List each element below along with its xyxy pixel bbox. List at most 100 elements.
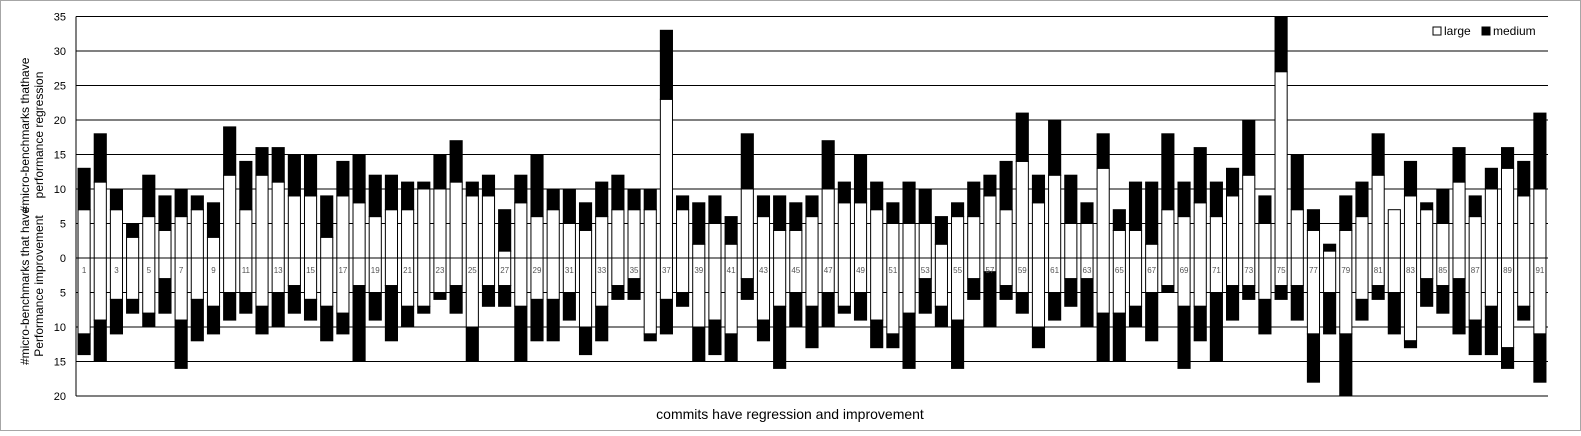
bar-regression-medium-31 [562,188,576,224]
bar-improvement-large-2 [93,257,107,321]
category-label-19: 19 [371,266,380,275]
commit-bar-89 [1500,147,1515,369]
commit-bar-1 [77,167,91,356]
bar-regression-medium-40 [708,195,722,224]
commit-bar-61 [1048,119,1062,321]
commit-bar-53 [918,188,932,314]
bar-improvement-large-34 [611,257,625,287]
bar-regression-medium-37 [659,29,673,100]
bar-regression-medium-24 [449,140,463,183]
bar-improvement-large-44 [773,257,787,307]
bar-improvement-medium-85 [1436,285,1450,314]
commit-bar-83 [1403,160,1418,349]
commit-bar-69 [1177,181,1191,369]
bar-regression-large-72 [1226,195,1240,259]
bar-regression-large-73 [1242,174,1256,259]
commit-bar-77 [1306,209,1321,383]
bar-improvement-medium-58 [999,285,1013,300]
bar-regression-medium-76 [1290,154,1304,211]
bar-improvement-medium-62 [1064,278,1078,307]
commit-bar-90 [1517,160,1531,321]
bar-regression-large-91 [1533,188,1547,259]
bar-improvement-medium-75 [1274,285,1288,300]
bar-regression-medium-91 [1533,112,1547,190]
bars [77,16,1547,397]
bar-regression-large-23 [433,188,447,259]
commit-bar-47 [821,140,835,328]
bar-regression-large-26 [481,195,496,259]
bar-improvement-medium-89 [1500,347,1515,369]
bar-improvement-large-37 [659,257,673,300]
commit-bar-41 [724,216,738,362]
bar-improvement-medium-66 [1128,305,1143,328]
bar-regression-medium-69 [1177,181,1191,218]
commit-bar-3 [109,188,124,335]
bar-regression-large-10 [223,174,237,259]
commit-bar-40 [708,195,722,356]
bar-improvement-large-74 [1258,257,1272,300]
bar-regression-large-90 [1517,195,1531,259]
bar-regression-large-45 [789,229,803,259]
bar-improvement-medium-69 [1177,305,1191,369]
bar-improvement-medium-10 [223,292,237,321]
bar-regression-large-33 [595,216,609,259]
bar-regression-large-71 [1209,216,1223,259]
bar-regression-large-59 [1015,160,1029,259]
commit-bar-36 [643,188,657,342]
y-tick-upper-7: 35 [54,12,66,24]
bar-regression-large-53 [918,223,932,259]
bar-improvement-medium-60 [1031,326,1046,349]
bar-improvement-medium-38 [676,292,690,307]
bar-regression-large-3 [109,209,124,259]
category-label-51: 51 [888,266,897,275]
bar-improvement-large-11 [239,257,253,293]
bar-regression-large-20 [384,209,398,259]
bar-regression-large-49 [853,202,868,259]
commit-bar-85 [1436,188,1450,314]
commit-bar-48 [837,181,851,314]
bar-regression-large-82 [1387,209,1401,259]
category-label-13: 13 [274,266,283,275]
commit-bar-59 [1015,112,1029,314]
category-label-47: 47 [824,266,833,275]
bar-regression-medium-30 [546,188,560,211]
bar-regression-large-77 [1306,229,1321,259]
commit-bar-15 [303,154,318,321]
bar-regression-medium-88 [1484,167,1498,190]
bar-regression-medium-2 [93,133,107,183]
bar-regression-medium-6 [158,195,172,231]
bar-regression-medium-13 [271,147,285,183]
bar-regression-large-47 [821,188,835,259]
commit-bar-13 [271,147,285,328]
bar-improvement-medium-49 [853,292,868,321]
bar-improvement-large-60 [1031,257,1046,328]
bar-regression-medium-80 [1355,181,1369,218]
category-labels: 1 3 5 7 9 11 13 15 17 19 21 23 25 27 29 31 33 35 37 39 41 43 4… [82,266,1545,275]
bar-regression-large-40 [708,223,722,259]
commit-bar-50 [870,181,884,349]
bar-regression-medium-48 [837,181,851,204]
commit-bar-11 [239,160,253,314]
bar-regression-large-58 [999,209,1013,259]
bar-improvement-large-40 [708,257,722,321]
bar-improvement-medium-67 [1145,292,1159,342]
y-tick-lower-2: 15 [54,357,66,369]
bar-improvement-large-26 [481,257,496,287]
bar-regression-large-54 [934,243,948,259]
bar-improvement-large-50 [870,257,884,321]
bar-improvement-large-6 [158,257,172,280]
y-axis-ticks: 0 5 10 15 20 25 30 35 5 10 15 20 [54,12,66,404]
category-label-43: 43 [759,266,768,275]
bar-improvement-large-88 [1484,257,1498,307]
bar-regression-large-51 [886,223,900,259]
bar-improvement-large-67 [1145,257,1159,293]
bar-regression-medium-5 [142,174,156,218]
bar-improvement-large-20 [384,257,398,287]
y-tick-upper-2: 10 [54,184,66,196]
bar-improvement-medium-91 [1533,333,1547,383]
bar-improvement-medium-64 [1096,312,1110,363]
commit-bar-9 [206,202,221,335]
bar-regression-medium-72 [1226,167,1240,197]
bar-improvement-medium-55 [951,319,965,369]
bar-regression-large-61 [1048,174,1062,259]
